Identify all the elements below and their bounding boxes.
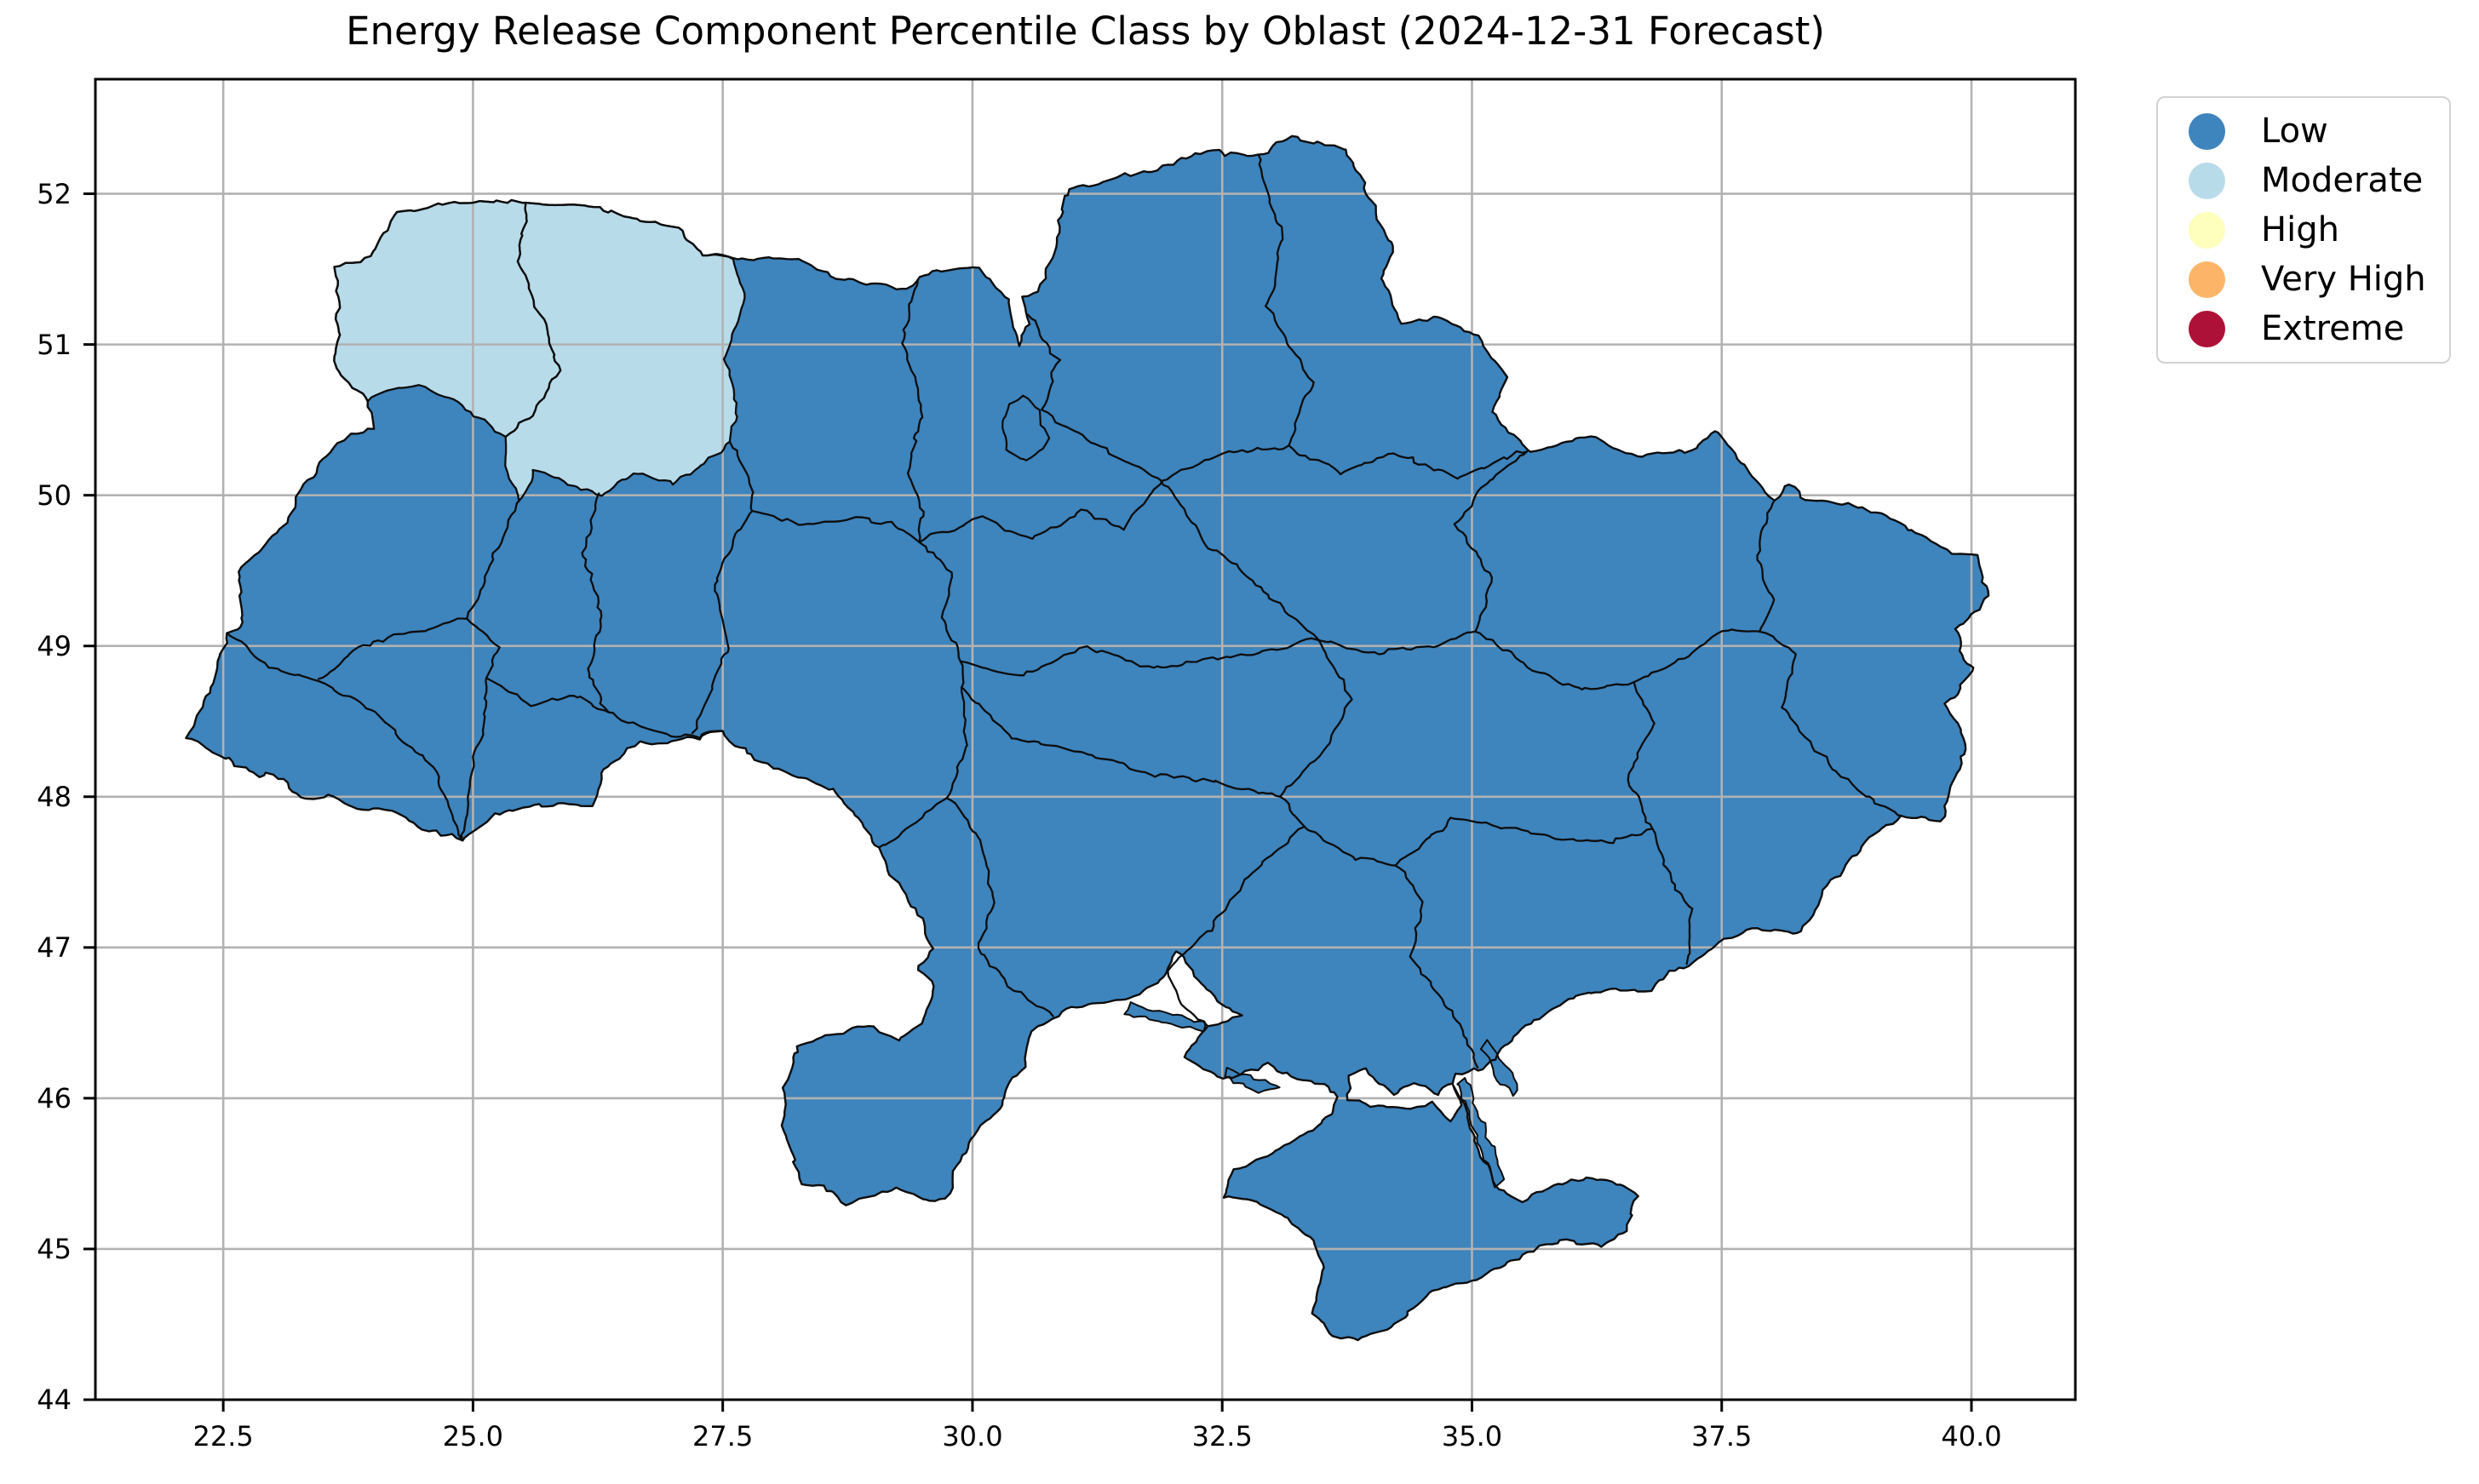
x-tick-label-22.5: 22.5 (192, 1420, 254, 1452)
x-tick-label-30.0: 30.0 (942, 1420, 1003, 1452)
oblast-border-line-9 (750, 509, 921, 544)
y-tick-label-47: 47 (37, 931, 72, 964)
x-tick-label-35.0: 35.0 (1441, 1420, 1503, 1452)
legend-marker-icon (2189, 261, 2225, 298)
oblast-border-line-11 (918, 479, 1163, 544)
y-tick-label-52: 52 (37, 177, 72, 210)
oblast-border-line-23 (1394, 816, 1654, 867)
oblast-fill-rivne (505, 203, 745, 501)
oblast-border-line-4 (485, 677, 724, 739)
legend: Low Moderate High Very High Extreme (2156, 96, 2451, 364)
y-tick-label-48: 48 (37, 780, 72, 813)
legend-marker-icon (2189, 112, 2225, 150)
y-tick-label-50: 50 (37, 478, 72, 512)
oblast-border-line-29 (1160, 479, 1321, 642)
oblast-border-line-13 (945, 686, 968, 799)
y-tick-label-51: 51 (37, 328, 72, 361)
oblast-border-line-7 (691, 509, 754, 735)
oblast-border-line-22 (1394, 864, 1479, 1069)
oblast-border-line-10 (901, 278, 925, 544)
x-tick-label-27.5: 27.5 (692, 1420, 754, 1452)
x-tick-label-40.0: 40.0 (1941, 1420, 2002, 1452)
legend-entry-moderate: Moderate (2158, 158, 2449, 203)
figure-title: Energy Release Component Percentile Clas… (346, 9, 1825, 54)
island-border-arabat-spit (1456, 1077, 1506, 1189)
oblast-border-line-18 (1279, 639, 1353, 798)
legend-label: Moderate (2261, 161, 2424, 200)
oblast-border-line-32 (1257, 153, 1315, 447)
oblast-border-line-28 (1453, 450, 1529, 633)
oblast-border-line-35 (1756, 499, 1776, 633)
y-tick-label-44: 44 (37, 1384, 72, 1416)
island-fill-kinburn-spit (1124, 1002, 1206, 1032)
oblast-border-line-20 (1167, 825, 1305, 1028)
island-fill-obitochna-spit (1480, 1040, 1518, 1097)
legend-label: High (2261, 210, 2339, 249)
oblast-border-line-15 (945, 797, 1054, 1017)
legend-entry-very-high: Very High (2158, 257, 2449, 301)
legend-label: Very High (2261, 260, 2426, 299)
island-fill-arabat-spit (1457, 1078, 1505, 1188)
oblast-border-line-6 (581, 492, 610, 713)
oblast-border-line-37 (1759, 630, 1902, 817)
legend-label: Low (2261, 112, 2328, 151)
oblast-border-line-30 (1026, 313, 1163, 483)
legend-entry-extreme: Extreme (2158, 307, 2449, 351)
x-tick-label-37.5: 37.5 (1691, 1420, 1753, 1452)
legend-marker-icon (2189, 310, 2225, 347)
y-tick-label-49: 49 (37, 629, 72, 662)
country-outline (185, 135, 1990, 1342)
legend-entry-high: High (2158, 208, 2449, 252)
x-tick-label-25.0: 25.0 (442, 1420, 504, 1452)
legend-marker-icon (2189, 162, 2225, 199)
y-tick-label-45: 45 (37, 1232, 72, 1265)
oblast-border-line-1 (317, 617, 468, 680)
island-border-obitochna-spit (1479, 1039, 1518, 1097)
oblast-border-line-21 (1303, 825, 1397, 867)
legend-label: Extreme (2261, 309, 2405, 348)
oblast-border-line-14 (878, 797, 948, 849)
oblast-border-line-36 (1633, 628, 1761, 684)
oblast-border-line-17 (960, 686, 1282, 798)
oblast-border-line-3 (466, 617, 501, 679)
oblast-border-line-27 (1317, 630, 1477, 656)
island-border-kinburn-spit (1123, 1001, 1207, 1033)
oblast-border-line-33 (1288, 444, 1395, 476)
y-tick-label-46: 46 (37, 1081, 72, 1114)
x-tick-label-32.5: 32.5 (1191, 1420, 1253, 1452)
oblast-border-line-26 (1474, 630, 1635, 691)
oblast-border-line-12 (918, 541, 965, 689)
island-border-dzharylhach (1224, 1067, 1281, 1094)
legend-entry-low: Low (2158, 109, 2449, 153)
oblast-border-line-5 (460, 677, 488, 842)
axes-spines (94, 77, 2077, 1401)
oblast-border-line-8 (728, 440, 755, 513)
oblast-border-line-34 (1392, 450, 1529, 480)
enclave-border-kyiv-city (1001, 394, 1051, 461)
legend-marker-icon (2189, 211, 2225, 249)
oblast-border-line-31 (1160, 444, 1290, 483)
oblast-border-line-0 (226, 632, 464, 842)
oblast-border-line-24 (1651, 828, 1694, 965)
oblast-border-line-19 (1279, 795, 1305, 828)
oblast-border-line-16 (959, 637, 1321, 677)
oblast-border-line-2 (466, 500, 520, 620)
oblast-border-line-25 (1627, 681, 1656, 830)
oblast-fill-volyn (334, 200, 561, 437)
